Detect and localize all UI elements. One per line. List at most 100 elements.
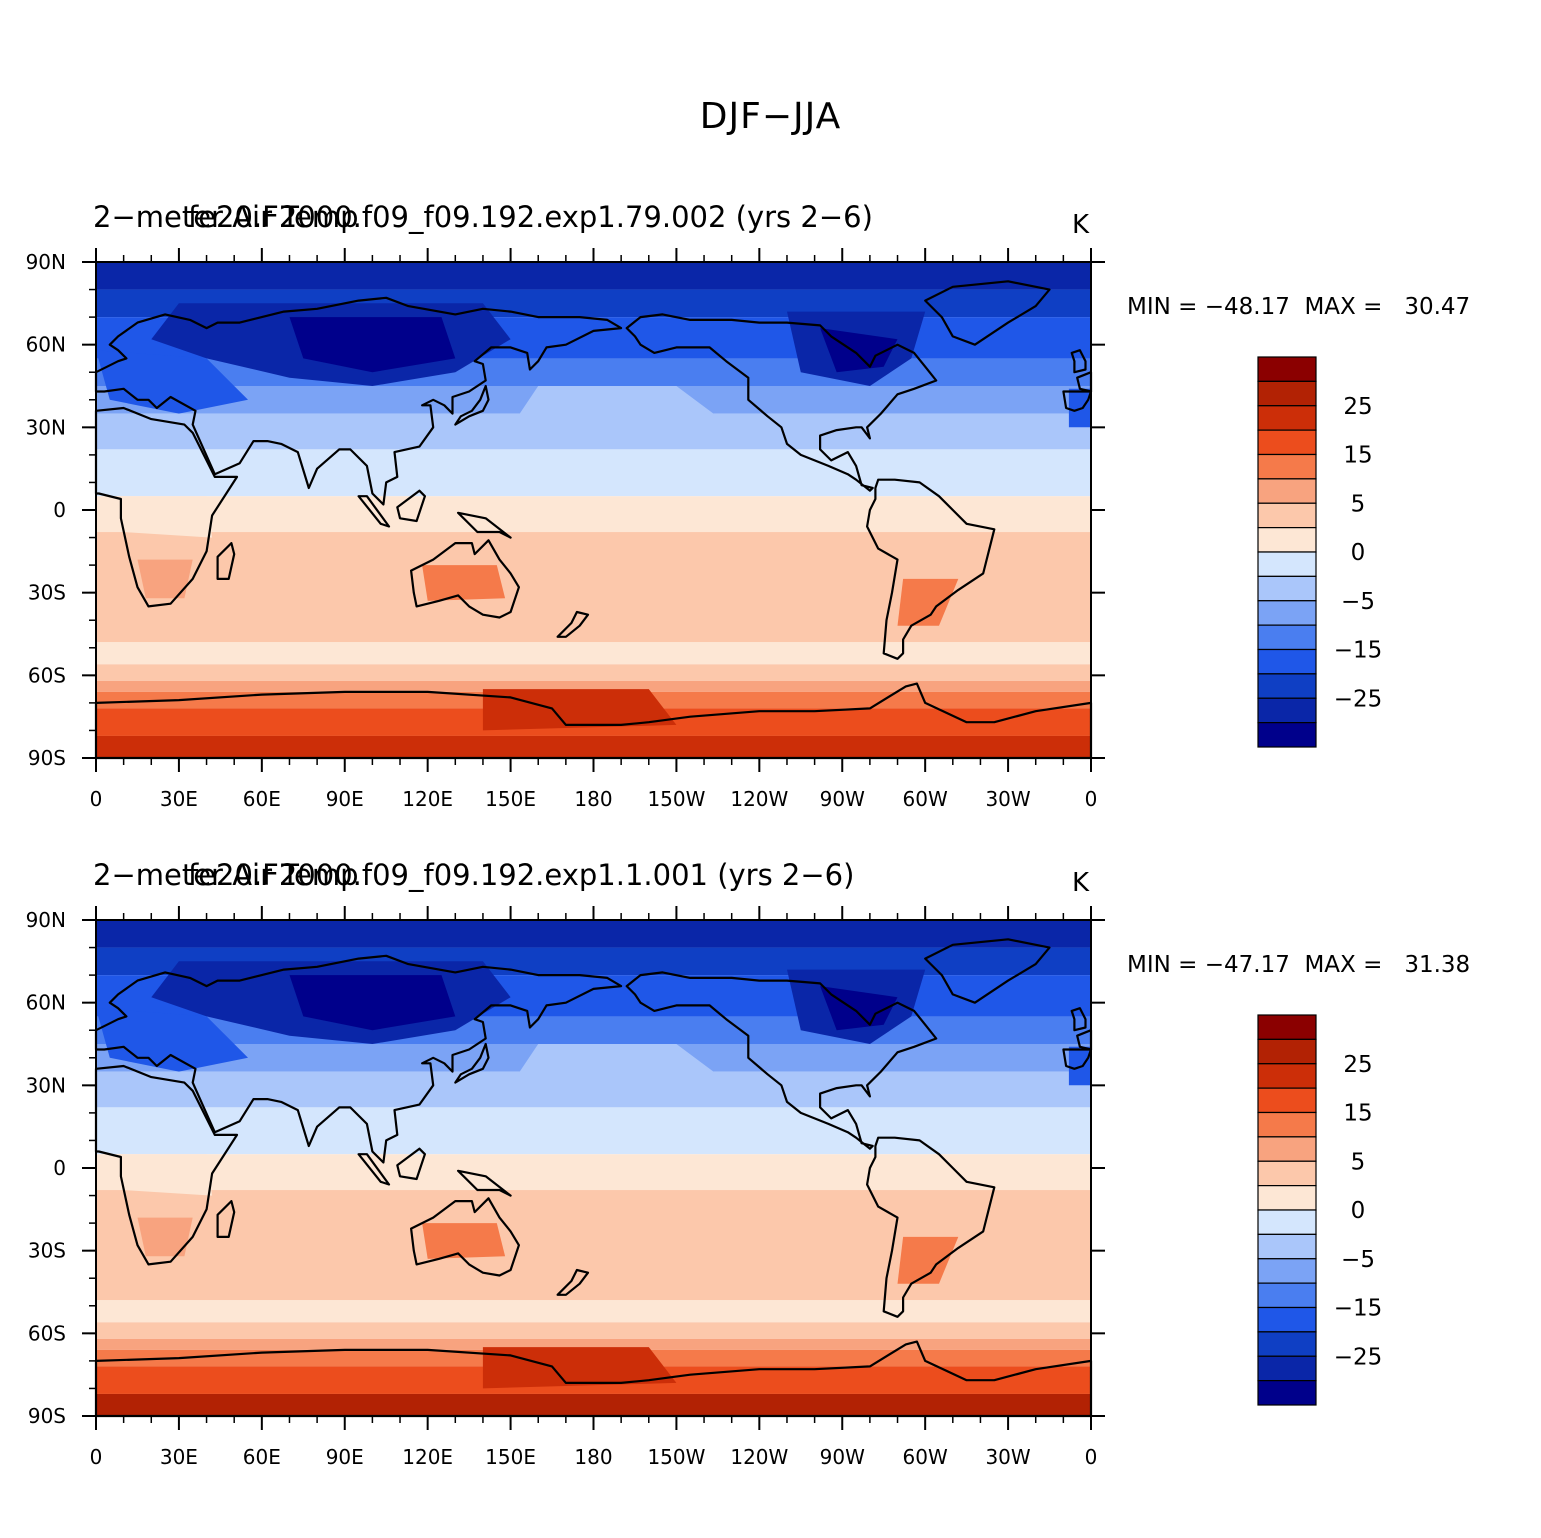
field-contour-region bbox=[422, 565, 506, 601]
field-band bbox=[96, 496, 1091, 533]
panel-1-variable-title: 2−meter Air Temp bbox=[93, 200, 359, 234]
lat-label: 60N bbox=[26, 991, 66, 1015]
colorbar-box bbox=[1257, 1355, 1317, 1382]
lon-label: 90W bbox=[820, 787, 865, 811]
coastline-eurasia bbox=[94, 296, 623, 506]
colorbar-label: −15 bbox=[1334, 638, 1383, 664]
coastline-northAmerica bbox=[625, 971, 938, 1150]
field-band bbox=[96, 642, 1091, 665]
coastline-africa bbox=[94, 1064, 239, 1266]
colorbar-box bbox=[1257, 380, 1317, 407]
coastline-nz bbox=[556, 1268, 590, 1296]
field-contour-region bbox=[96, 736, 1091, 758]
lon-label: 120E bbox=[402, 1445, 453, 1469]
coastline-uk bbox=[1070, 349, 1087, 374]
panel-2-variable-title: 2−meter Air Temp bbox=[93, 858, 359, 892]
lat-label: 60S bbox=[28, 663, 66, 687]
field-band bbox=[96, 262, 1091, 290]
coastline-japan bbox=[454, 1042, 490, 1084]
colorbar-box bbox=[1257, 1258, 1317, 1284]
lon-label: 150W bbox=[647, 1445, 705, 1469]
field-contour-region bbox=[289, 975, 456, 1031]
colorbar-box bbox=[1257, 502, 1317, 529]
colorbar-label: 15 bbox=[1343, 443, 1372, 469]
lon-label: 90W bbox=[820, 1445, 865, 1469]
coastline-nz bbox=[556, 610, 590, 638]
lon-label: 180 bbox=[574, 787, 612, 811]
lat-label: 60N bbox=[26, 333, 66, 357]
coastline-africa bbox=[94, 406, 239, 608]
lon-label: 120E bbox=[402, 787, 453, 811]
colorbar-label: 25 bbox=[1343, 394, 1372, 420]
colorbar-box bbox=[1257, 1306, 1317, 1333]
colorbar-box bbox=[1257, 1185, 1317, 1211]
coastline-uk bbox=[1070, 1007, 1087, 1032]
lon-label: 30E bbox=[160, 787, 198, 811]
coastline-greenland bbox=[924, 938, 1051, 1004]
field-band bbox=[96, 1107, 1091, 1155]
colorbar-label: −25 bbox=[1334, 686, 1383, 712]
colorbar-label: 15 bbox=[1343, 1101, 1372, 1127]
coastline-newGuinea bbox=[457, 1169, 512, 1197]
coastline-southAmerica bbox=[865, 478, 996, 660]
coastline-greenland bbox=[924, 280, 1051, 346]
figure-title: DJF−JJA bbox=[699, 96, 842, 137]
colorbar-label: 0 bbox=[1351, 1198, 1366, 1224]
colorbar-box bbox=[1257, 1209, 1317, 1235]
field-contour-region bbox=[820, 986, 898, 1031]
lon-label: 90E bbox=[326, 1445, 364, 1469]
panel-1-case-title: fe20.F2000.f09_f09.192.exp1.79.002 (yrs … bbox=[188, 200, 873, 234]
colorbar-box bbox=[1257, 1331, 1317, 1357]
colorbar-box bbox=[1257, 624, 1317, 651]
colorbar-label: −5 bbox=[1341, 589, 1375, 615]
panel-1-units: K bbox=[1072, 210, 1090, 240]
panel-2-case-title: fe20.F2000.f09_f09.192.exp1.1.001 (yrs 2… bbox=[188, 858, 855, 892]
colorbar-box bbox=[1257, 1380, 1317, 1406]
colorbar-box bbox=[1257, 551, 1317, 577]
lon-label: 180 bbox=[574, 1445, 612, 1469]
field-contour-region bbox=[289, 317, 456, 373]
colorbar-label: −25 bbox=[1334, 1344, 1383, 1370]
field-contour-region bbox=[482, 1347, 677, 1389]
lon-label: 0 bbox=[1085, 1445, 1098, 1469]
lon-label: 150E bbox=[485, 787, 536, 811]
colorbar-box bbox=[1257, 1014, 1317, 1040]
colorbar-box bbox=[1257, 1038, 1317, 1065]
field-band bbox=[96, 1154, 1091, 1191]
coastline-borneo bbox=[396, 1147, 426, 1181]
lat-label: 90S bbox=[28, 746, 66, 770]
colorbar-box bbox=[1257, 1282, 1317, 1309]
map-panel-2: 90N 60N 30N 0 30S 60S 90S 0 30E 60E 90E 120E 150E 180… bbox=[0, 658, 1541, 1469]
field-band bbox=[96, 1338, 1091, 1350]
colorbar-label: 5 bbox=[1351, 491, 1366, 517]
lat-label: 30N bbox=[26, 1073, 66, 1097]
colorbar-box bbox=[1257, 1087, 1317, 1114]
lon-label: 60W bbox=[903, 787, 948, 811]
field-band bbox=[96, 1322, 1091, 1339]
colorbar-label: 5 bbox=[1351, 1149, 1366, 1175]
map-panel-2-svg: 90N 60N 30N 0 30S 60S 90S 0 30E 60E 90E 120E 150E 180… bbox=[26, 906, 1383, 1469]
lat-label: 90N bbox=[26, 908, 66, 932]
coastline-eurasia bbox=[94, 954, 623, 1164]
colorbar-box bbox=[1257, 600, 1317, 626]
colorbar-box bbox=[1257, 1136, 1317, 1162]
field-contour-region bbox=[96, 1394, 1091, 1416]
colorbar-box bbox=[1257, 405, 1317, 431]
lat-label: 30S bbox=[28, 1239, 66, 1263]
coastline-antarctica bbox=[94, 1340, 1093, 1418]
colorbar-box bbox=[1257, 453, 1317, 480]
colorbar-box bbox=[1257, 1063, 1317, 1089]
lon-label: 60E bbox=[243, 1445, 281, 1469]
coastline-japan bbox=[454, 384, 490, 426]
map-panel-1: 90N 60N 30N 0 30S 60S 90S 0 30E 60E 90E 120E 150E 180… bbox=[0, 0, 1541, 811]
lat-label: 90S bbox=[28, 1404, 66, 1428]
coastline-northAmerica bbox=[625, 313, 938, 492]
colorbar-box bbox=[1257, 1233, 1317, 1260]
lon-label: 120W bbox=[730, 1445, 788, 1469]
field-contour-region bbox=[510, 1044, 732, 1100]
field-contour-region bbox=[482, 689, 677, 731]
panel-2-minmax: MIN = −47.17 MAX = 31.38 bbox=[1127, 952, 1471, 978]
panel-2-units: K bbox=[1072, 868, 1090, 898]
coastline-antarctica bbox=[94, 682, 1093, 760]
panel-1-minmax: MIN = −48.17 MAX = 30.47 bbox=[1127, 294, 1471, 320]
